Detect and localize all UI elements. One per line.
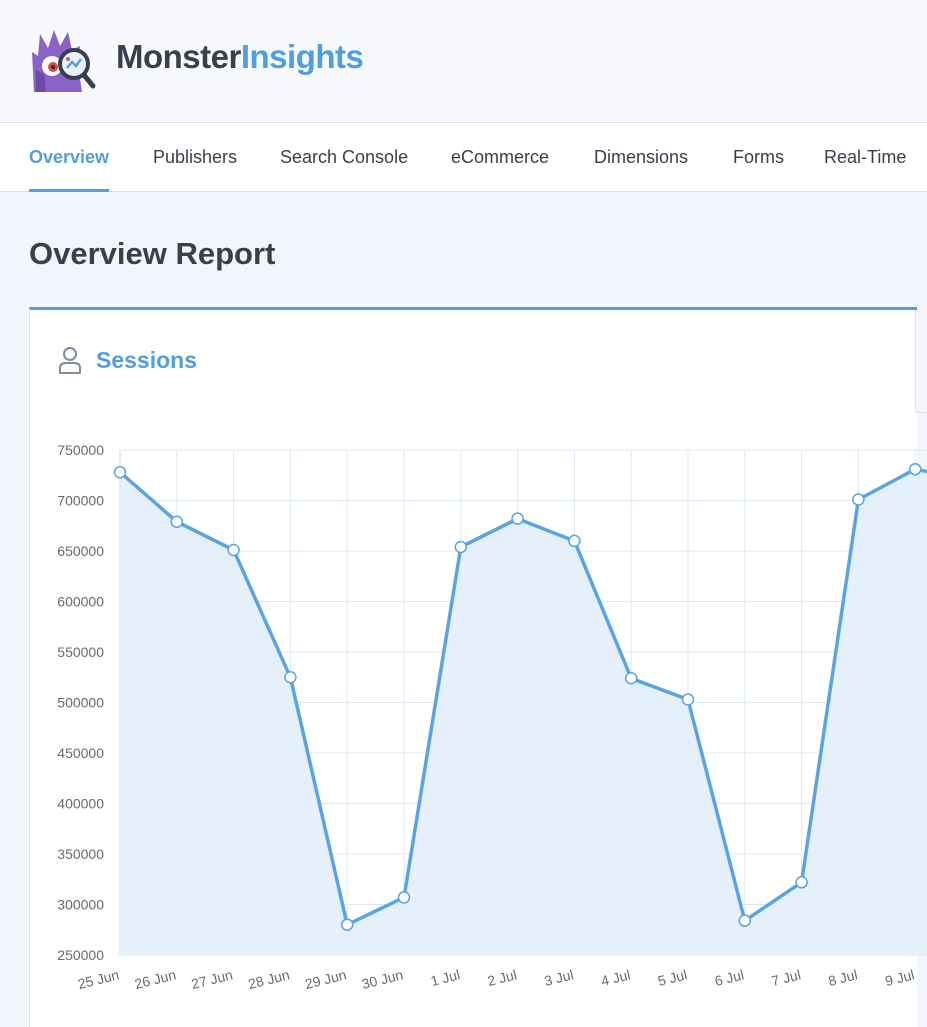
- y-tick-label: 650000: [57, 543, 104, 559]
- user-icon: [59, 347, 81, 374]
- x-tick-label: 5 Jul: [656, 966, 689, 989]
- y-tick-label: 350000: [57, 846, 104, 862]
- brand-name-part1: Monster: [116, 38, 241, 75]
- y-tick-label: 550000: [57, 644, 104, 660]
- data-point: [568, 534, 581, 548]
- x-tick-label: 9 Jul: [883, 966, 916, 989]
- x-tick-label: 4 Jul: [599, 966, 632, 989]
- data-point: [624, 672, 638, 685]
- y-tick-label: 250000: [57, 947, 104, 963]
- x-tick-label: 28 Jun: [246, 966, 291, 992]
- sessions-chart: 250000 300000 350000 400000 450000 500000 5500…: [57, 442, 927, 992]
- card-title: Sessions: [96, 347, 197, 373]
- app-header: MonsterInsights: [0, 0, 927, 123]
- data-point: [284, 671, 297, 684]
- y-tick-label: 700000: [57, 493, 104, 509]
- data-point: [738, 914, 752, 927]
- data-point: [113, 465, 127, 479]
- x-tick-label: 7 Jul: [770, 966, 803, 989]
- data-point: [795, 876, 808, 889]
- tab-real-time[interactable]: Real-Time: [824, 147, 907, 167]
- series-line: [118, 467, 927, 927]
- y-tick-label: 750000: [57, 442, 104, 458]
- brand-name: MonsterInsights: [116, 38, 364, 76]
- monster-logo-icon: [32, 30, 96, 92]
- y-tick-label: 400000: [57, 796, 104, 812]
- data-point: [681, 693, 695, 706]
- y-tick-label: 500000: [57, 695, 104, 711]
- data-point: [227, 543, 240, 557]
- data-point: [340, 918, 354, 931]
- x-tick-label: 2 Jul: [486, 966, 519, 989]
- tab-search-console[interactable]: Search Console: [280, 147, 409, 167]
- brand-name-part2: Insights: [240, 38, 364, 75]
- x-tick-label: 6 Jul: [713, 966, 746, 989]
- report-tabs: Overview Publishers Search Console eComm…: [0, 123, 927, 192]
- y-tick-label: 450000: [57, 745, 104, 761]
- data-point: [397, 891, 411, 904]
- x-tick-label: 8 Jul: [827, 966, 860, 989]
- x-tick-label: 3 Jul: [543, 966, 576, 989]
- x-tick-label: 26 Jun: [133, 966, 178, 992]
- card-side-panel: [915, 310, 927, 413]
- tab-publishers[interactable]: Publishers: [153, 147, 238, 167]
- data-point: [454, 540, 468, 554]
- x-tick-label: 30 Jun: [360, 966, 405, 992]
- x-tick-label: 27 Jun: [190, 966, 235, 992]
- y-tick-label: 600000: [57, 594, 104, 610]
- tab-ecommerce[interactable]: eCommerce: [451, 147, 550, 167]
- data-point: [908, 462, 922, 476]
- tab-dimensions[interactable]: Dimensions: [594, 147, 689, 167]
- tab-forms[interactable]: Forms: [733, 147, 784, 167]
- data-point: [511, 512, 524, 525]
- page-title: Overview Report: [29, 236, 276, 271]
- data-point: [852, 493, 865, 506]
- series-area: [120, 469, 927, 955]
- data-point: [170, 515, 184, 528]
- x-tick-label: 29 Jun: [303, 966, 348, 992]
- x-tick-label: 25 Jun: [76, 966, 121, 992]
- x-tick-label: 1 Jul: [429, 966, 462, 989]
- y-tick-label: 300000: [57, 897, 104, 913]
- tab-overview[interactable]: Overview: [29, 123, 110, 192]
